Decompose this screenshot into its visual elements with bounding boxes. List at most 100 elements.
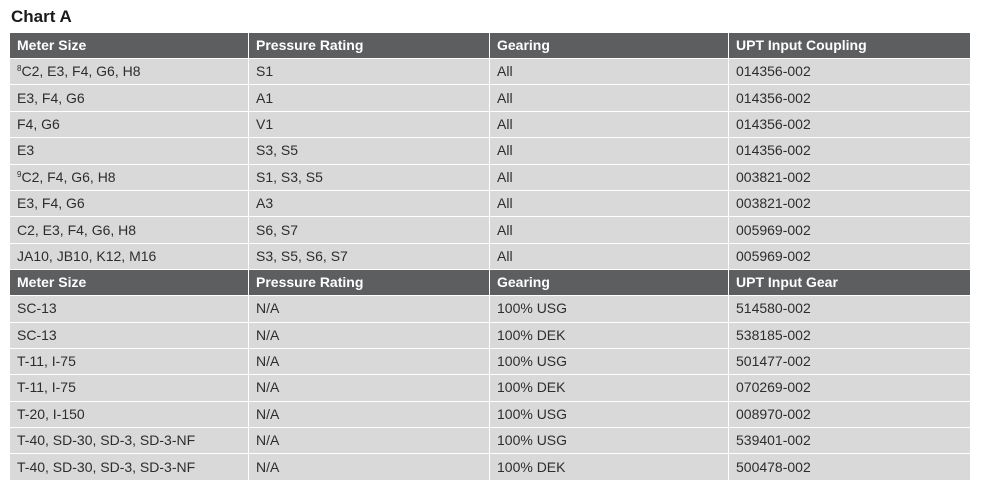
cell-pressure-rating: N/A [249, 322, 490, 349]
cell-text: All [497, 221, 513, 238]
cell-text: 005969-002 [736, 221, 811, 238]
cell-text: 100% USG [497, 353, 568, 370]
cell-text: N/A [256, 300, 280, 317]
cell-text: 539401-002 [736, 432, 811, 449]
cell-text: 014356-002 [736, 142, 811, 159]
cell-text: 003821-002 [736, 195, 811, 212]
cell-part-number: 014356-002 [729, 111, 970, 139]
cell-gearing: 100% USG [490, 348, 729, 376]
cell-text: 100% USG [497, 405, 568, 422]
cell-meter-size: F4, G6 [10, 111, 249, 139]
cell-meter-size: JA10, JB10, K12, M16 [10, 243, 249, 271]
cell-text: 014356-002 [736, 115, 811, 132]
cell-text: 100% DEK [497, 379, 566, 396]
cell-meter-size: C2, E3, F4, G6, H8 [10, 217, 249, 244]
cell-text: N/A [256, 326, 280, 343]
cell-gearing: All [490, 243, 729, 271]
cell-text: 100% USG [497, 300, 568, 317]
cell-pressure-rating: V1 [249, 111, 490, 139]
table-row: T-11, I-75 N/A 100% USG 501477-002 [10, 348, 970, 376]
footnote-marker: 8 [17, 64, 22, 74]
cell-part-number: 008970-002 [729, 401, 970, 429]
table-row: 8C2, E3, F4, G6, H8 S1 All 014356-002 [10, 59, 970, 86]
cell-pressure-rating: N/A [249, 401, 490, 429]
cell-gearing: All [490, 138, 729, 165]
cell-pressure-rating: A1 [249, 85, 490, 112]
cell-gearing: All [490, 190, 729, 218]
cell-text: 538185-002 [736, 326, 811, 343]
cell-gearing: 100% USG [490, 428, 729, 455]
cell-part-number: 005969-002 [729, 243, 970, 271]
cell-text: E3, F4, G6 [17, 89, 85, 106]
chart-a-table: Meter Size Pressure Rating Gearing UPT Inpu… [10, 33, 970, 481]
table-row: SC-13 N/A 100% DEK 538185-002 [10, 322, 970, 349]
cell-meter-size: T-40, SD-30, SD-3, SD-3-NF [10, 428, 249, 455]
chart-title: Chart A [11, 7, 72, 26]
cell-part-number: 514580-002 [729, 296, 970, 323]
table-row: T-11, I-75 N/A 100% DEK 070269-002 [10, 375, 970, 402]
cell-meter-size: T-20, I-150 [10, 401, 249, 429]
cell-gearing: 100% DEK [490, 375, 729, 402]
cell-text: S3, S5, S6, S7 [256, 247, 348, 264]
column-header-gearing: Gearing [490, 33, 729, 59]
cell-text: All [497, 195, 513, 212]
cell-part-number: 501477-002 [729, 348, 970, 376]
cell-text: C2, E3, F4, G6, H8 [17, 221, 137, 238]
cell-meter-size: SC-13 [10, 322, 249, 349]
column-header-meter-size: Meter Size [10, 33, 249, 59]
cell-text: 003821-002 [736, 168, 811, 185]
cell-text: V1 [256, 115, 274, 132]
table-row: F4, G6 V1 All 014356-002 [10, 111, 970, 139]
column-header-gearing: Gearing [490, 270, 729, 297]
cell-text: C2, E3, F4, G6, H8 [21, 63, 141, 80]
cell-pressure-rating: S1, S3, S5 [249, 164, 490, 191]
cell-gearing: 100% DEK [490, 322, 729, 349]
cell-text: All [497, 142, 513, 159]
cell-part-number: 539401-002 [729, 428, 970, 455]
cell-text: N/A [256, 405, 280, 422]
cell-meter-size: 9C2, F4, G6, H8 [10, 164, 249, 191]
cell-meter-size: T-40, SD-30, SD-3, SD-3-NF [10, 454, 249, 481]
cell-part-number: 003821-002 [729, 164, 970, 191]
cell-meter-size: 8C2, E3, F4, G6, H8 [10, 59, 249, 86]
table-row: T-40, SD-30, SD-3, SD-3-NF N/A 100% DEK 500… [10, 454, 970, 481]
cell-pressure-rating: N/A [249, 375, 490, 402]
cell-text: C2, F4, G6, H8 [21, 168, 116, 185]
cell-text: T-40, SD-30, SD-3, SD-3-NF [17, 458, 196, 475]
table-row: T-40, SD-30, SD-3, SD-3-NF N/A 100% USG 539… [10, 428, 970, 455]
cell-text: SC-13 [17, 300, 57, 317]
cell-pressure-rating: S3, S5 [249, 138, 490, 165]
cell-text: N/A [256, 458, 280, 475]
cell-text: All [497, 115, 513, 132]
cell-pressure-rating: N/A [249, 348, 490, 376]
cell-part-number: 500478-002 [729, 454, 970, 481]
cell-text: 070269-002 [736, 379, 811, 396]
table-row: JA10, JB10, K12, M16 S3, S5, S6, S7 All 005… [10, 243, 970, 271]
cell-gearing: All [490, 85, 729, 112]
cell-pressure-rating: S1 [249, 59, 490, 86]
cell-meter-size: E3, F4, G6 [10, 190, 249, 218]
cell-text: 100% DEK [497, 326, 566, 343]
table-header-row: Meter Size Pressure Rating Gearing UPT Inpu… [10, 270, 970, 297]
cell-text: T-20, I-150 [17, 405, 85, 422]
cell-text: 501477-002 [736, 353, 811, 370]
table-row: 9C2, F4, G6, H8 S1, S3, S5 All 003821-002 [10, 164, 970, 191]
table-row: C2, E3, F4, G6, H8 S6, S7 All 005969-002 [10, 217, 970, 244]
cell-text: All [497, 89, 513, 106]
cell-pressure-rating: N/A [249, 454, 490, 481]
column-header-part-number: UPT Input Gear [729, 270, 970, 297]
column-header-part-number: UPT Input Coupling [729, 33, 970, 59]
footnote-marker: 9 [17, 169, 22, 179]
cell-text: E3, F4, G6 [17, 195, 85, 212]
cell-text: S1, S3, S5 [256, 168, 323, 185]
cell-text: S3, S5 [256, 142, 299, 159]
cell-text: 514580-002 [736, 300, 811, 317]
cell-text: T-11, I-75 [17, 379, 76, 396]
cell-gearing: All [490, 164, 729, 191]
cell-text: F4, G6 [17, 115, 60, 132]
cell-text: 100% USG [497, 432, 568, 449]
cell-text: A3 [256, 195, 274, 212]
table-row: E3 S3, S5 All 014356-002 [10, 138, 970, 165]
cell-gearing: 100% USG [490, 401, 729, 429]
cell-pressure-rating: S3, S5, S6, S7 [249, 243, 490, 271]
